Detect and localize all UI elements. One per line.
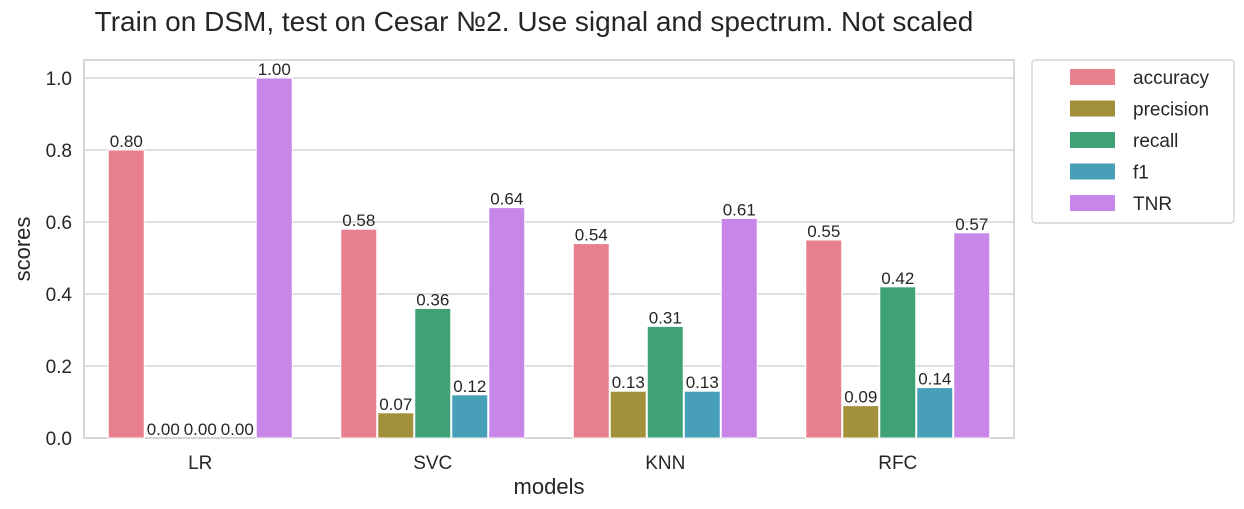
chart-title: Train on DSM, test on Cesar №2. Use sign… — [95, 6, 974, 37]
legend: accuracy precision recall f1 TNR — [1031, 59, 1235, 224]
bar-precision-KNN — [609, 390, 647, 439]
x-tick-label: KNN — [645, 453, 685, 474]
y-tick-label: 0.8 — [46, 141, 72, 162]
bar-f1-SVC — [451, 394, 489, 439]
bar-f1-KNN — [683, 390, 721, 439]
bars — [107, 77, 991, 439]
legend-label: recall — [1133, 131, 1178, 152]
bar-accuracy-KNN — [572, 243, 610, 439]
data-label: 0.36 — [416, 290, 449, 309]
x-axis-label: models — [514, 474, 585, 499]
data-label: 0.00 — [221, 420, 254, 439]
y-tick-label: 0.2 — [46, 357, 72, 378]
bar-accuracy-RFC — [805, 239, 843, 439]
data-label: 0.13 — [612, 373, 645, 392]
data-label: 0.31 — [649, 308, 682, 327]
legend-label: f1 — [1133, 163, 1149, 184]
bar-TNR-LR — [255, 77, 293, 439]
bar-TNR-SVC — [488, 207, 526, 439]
bar-TNR-KNN — [720, 217, 758, 439]
x-tick-label: LR — [188, 453, 212, 474]
y-tick-label: 0.4 — [46, 285, 73, 306]
grid-lines — [84, 77, 1014, 439]
legend-swatch-TNR — [1070, 195, 1115, 211]
data-label: 0.57 — [955, 215, 988, 234]
legend-label: precision — [1133, 100, 1209, 121]
legend-swatch-recall — [1070, 132, 1115, 148]
y-tick-labels: 0.0 0.2 0.4 0.6 0.8 1.0 — [46, 69, 73, 450]
bar-accuracy-SVC — [340, 228, 378, 439]
data-label: 0.00 — [147, 420, 180, 439]
legend-label: accuracy — [1133, 68, 1210, 89]
x-tick-labels: LR SVC KNN RFC — [188, 453, 917, 474]
data-label: 0.14 — [918, 370, 951, 389]
bar-f1-RFC — [916, 387, 954, 439]
legend-label: TNR — [1133, 194, 1172, 215]
legend-swatch-accuracy — [1070, 69, 1115, 85]
y-tick-label: 0.0 — [46, 429, 72, 450]
data-label: 0.42 — [881, 269, 914, 288]
x-tick-label: RFC — [878, 453, 917, 474]
y-tick-label: 0.6 — [46, 213, 72, 234]
bar-precision-SVC — [377, 412, 415, 439]
y-axis-label: scores — [10, 217, 35, 282]
y-tick-label: 1.0 — [46, 69, 72, 90]
bar-recall-SVC — [414, 307, 452, 439]
data-label: 0.55 — [807, 222, 840, 241]
data-label: 0.80 — [110, 132, 143, 151]
bar-precision-RFC — [842, 405, 880, 439]
data-label: 0.64 — [490, 190, 523, 209]
x-tick-label: SVC — [413, 453, 452, 474]
data-label: 0.58 — [342, 211, 375, 230]
data-label: 1.00 — [258, 60, 291, 79]
bar-recall-RFC — [879, 286, 917, 439]
data-label: 0.12 — [453, 377, 486, 396]
bar-TNR-RFC — [953, 232, 991, 439]
data-label: 0.00 — [184, 420, 217, 439]
data-label: 0.54 — [575, 226, 608, 245]
plot-frame — [83, 59, 1015, 439]
bar-accuracy-LR — [107, 149, 145, 439]
data-label: 0.07 — [379, 395, 412, 414]
data-labels: 0.800.00 0.00 0.001.000.580.070.360.120.64… — [110, 60, 989, 439]
data-label: 0.13 — [686, 373, 719, 392]
data-label: 0.61 — [723, 200, 756, 219]
bar-recall-KNN — [646, 325, 684, 439]
legend-swatch-precision — [1070, 100, 1115, 117]
data-label: 0.09 — [844, 388, 877, 407]
legend-swatch-f1 — [1070, 163, 1115, 180]
